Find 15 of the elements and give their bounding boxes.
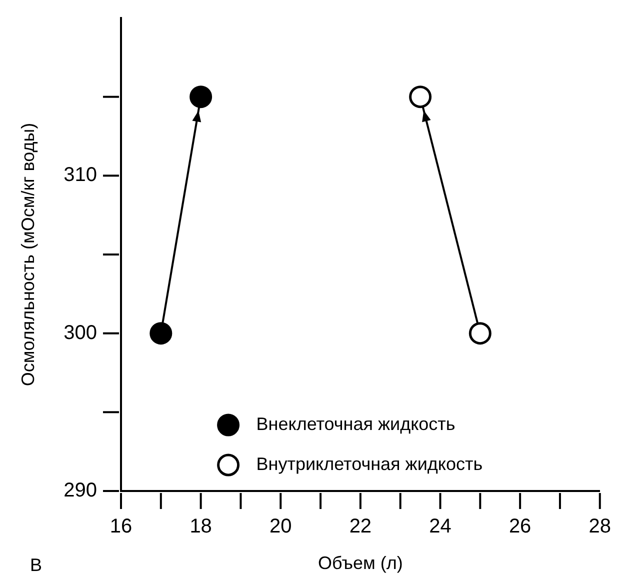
text: В xyxy=(30,555,42,575)
y-tick-label: 310 xyxy=(64,164,97,186)
x-tick-label: 22 xyxy=(349,516,372,538)
x-tick-label: 24 xyxy=(429,516,452,538)
x-tick-label: 18 xyxy=(190,516,212,538)
x-tick-label: 20 xyxy=(270,516,292,538)
y-tick-label: 290 xyxy=(64,480,97,502)
x-tick-label: 26 xyxy=(508,516,532,538)
y-axis-title: Осмоляльность (мОсм/кг воды) xyxy=(18,122,38,386)
legend-label: Внутриклеточная жидкость xyxy=(256,454,483,474)
legend-label: Внеклеточная жидкость xyxy=(256,414,456,434)
x-axis-title: Объем (л) xyxy=(318,553,403,574)
x-tick-label: 16 xyxy=(110,516,132,538)
x-tick-label: 28 xyxy=(588,516,611,538)
y-tick-label: 300 xyxy=(64,322,97,344)
